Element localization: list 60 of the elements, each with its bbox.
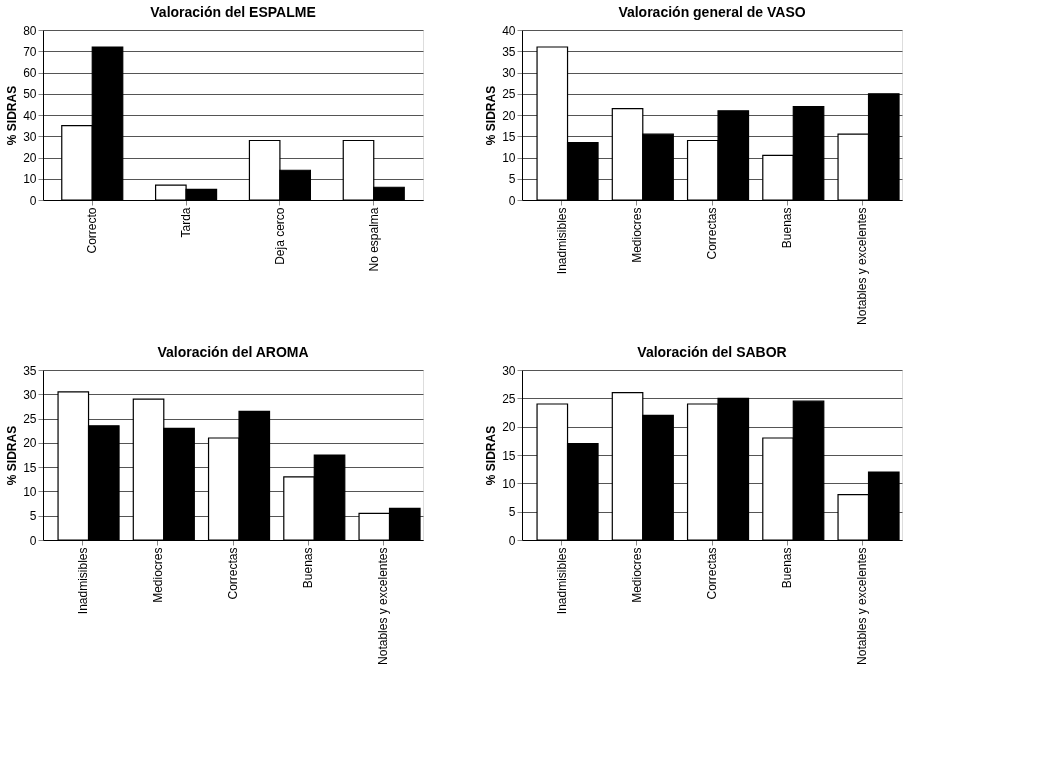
x-tick-label: Mediocres <box>150 547 165 603</box>
x-tick-label: Correcto <box>85 207 100 254</box>
y-tick-label: 5 <box>508 172 516 187</box>
y-tick-label: 0 <box>508 533 516 548</box>
y-axis-title: % SIDRAS <box>5 85 20 146</box>
y-tick-label: 10 <box>502 476 516 491</box>
chart-title: Valoración del ESPALME <box>150 4 316 20</box>
y-tick-label: 25 <box>502 391 516 406</box>
y-tick-label: 0 <box>29 533 37 548</box>
y-tick-label: 10 <box>23 172 37 187</box>
x-tick-label: Mediocres <box>629 547 644 603</box>
y-tick-label: 0 <box>508 193 516 208</box>
y-tick-label: 40 <box>502 23 516 38</box>
x-tick-label: Buenas <box>780 547 795 589</box>
y-tick-label: 0 <box>29 193 37 208</box>
x-tick-label: Correctas <box>705 207 719 260</box>
x-tick-label: Correctas <box>705 547 719 600</box>
x-tick-label: Buenas <box>301 547 316 589</box>
y-tick-label: 20 <box>23 436 37 451</box>
x-tick-label: Notables y excelentes <box>855 547 870 665</box>
y-tick-label: 5 <box>29 509 37 524</box>
y-axis-title: % SIDRAS <box>5 425 20 486</box>
y-tick-label: 30 <box>502 363 516 378</box>
y-tick-label: 20 <box>23 151 37 165</box>
x-tick-label: Inadmisibles <box>75 547 90 615</box>
y-tick-label: 30 <box>23 387 37 402</box>
y-tick-label: 20 <box>502 420 516 435</box>
y-tick-label: 60 <box>23 66 37 80</box>
x-tick-label: Inadmisibles <box>554 207 569 275</box>
x-tick-label: Inadmisibles <box>554 547 569 615</box>
x-tick-label: Deja cerco <box>272 207 287 265</box>
x-tick-label: No espalma <box>366 207 381 272</box>
y-tick-label: 50 <box>23 87 37 102</box>
y-tick-label: 70 <box>23 44 37 59</box>
y-tick-label: 25 <box>23 412 37 427</box>
x-tick-label: Correctas <box>226 547 240 600</box>
chart-title: Valoración del SABOR <box>637 344 787 360</box>
x-tick-label: Tarda <box>179 207 194 238</box>
y-tick-label: 15 <box>23 460 37 475</box>
y-tick-label: 10 <box>502 151 516 165</box>
y-tick-label: 15 <box>502 448 516 463</box>
y-tick-label: 40 <box>23 108 37 123</box>
y-tick-label: 35 <box>502 44 516 59</box>
x-tick-label: Notables y excelentes <box>855 207 870 325</box>
chart-title: Valoración del AROMA <box>157 344 309 360</box>
y-axis-title: % SIDRAS <box>484 425 499 486</box>
x-tick-label: Notables y excelentes <box>376 547 391 665</box>
y-tick-label: 25 <box>502 87 516 102</box>
y-tick-label: 30 <box>502 66 516 80</box>
y-tick-label: 15 <box>502 129 516 144</box>
y-axis-title: % SIDRAS <box>484 85 499 146</box>
x-tick-label: Mediocres <box>629 207 644 263</box>
y-tick-label: 30 <box>23 129 37 144</box>
x-tick-label: Buenas <box>780 207 795 249</box>
y-tick-label: 35 <box>23 363 37 378</box>
y-tick-label: 80 <box>23 23 37 38</box>
y-tick-label: 20 <box>502 108 516 123</box>
chart-title: Valoración general de VASO <box>618 4 806 20</box>
y-tick-label: 10 <box>23 484 37 499</box>
y-tick-label: 5 <box>508 505 516 520</box>
